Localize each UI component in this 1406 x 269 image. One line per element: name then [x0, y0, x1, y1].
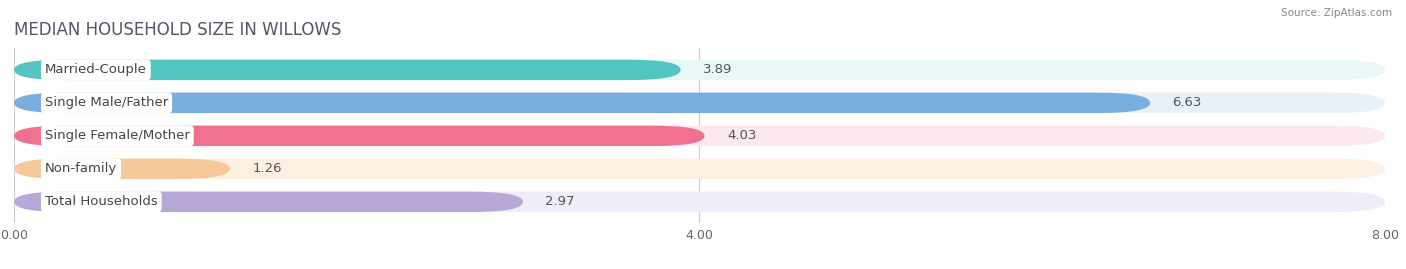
- Text: 6.63: 6.63: [1173, 96, 1202, 109]
- Text: Total Households: Total Households: [45, 195, 157, 208]
- Text: 1.26: 1.26: [252, 162, 281, 175]
- Text: 3.89: 3.89: [703, 63, 733, 76]
- Text: Single Female/Mother: Single Female/Mother: [45, 129, 190, 142]
- FancyBboxPatch shape: [14, 60, 681, 80]
- Text: Single Male/Father: Single Male/Father: [45, 96, 169, 109]
- FancyBboxPatch shape: [14, 60, 1385, 80]
- FancyBboxPatch shape: [14, 126, 1385, 146]
- FancyBboxPatch shape: [14, 192, 523, 212]
- FancyBboxPatch shape: [14, 93, 1385, 113]
- Text: Married-Couple: Married-Couple: [45, 63, 146, 76]
- Text: MEDIAN HOUSEHOLD SIZE IN WILLOWS: MEDIAN HOUSEHOLD SIZE IN WILLOWS: [14, 20, 342, 38]
- Text: Source: ZipAtlas.com: Source: ZipAtlas.com: [1281, 8, 1392, 18]
- FancyBboxPatch shape: [14, 192, 1385, 212]
- FancyBboxPatch shape: [14, 159, 231, 179]
- Text: Non-family: Non-family: [45, 162, 117, 175]
- FancyBboxPatch shape: [14, 126, 704, 146]
- FancyBboxPatch shape: [14, 93, 1150, 113]
- Text: 2.97: 2.97: [546, 195, 575, 208]
- FancyBboxPatch shape: [14, 159, 1385, 179]
- Text: 4.03: 4.03: [727, 129, 756, 142]
